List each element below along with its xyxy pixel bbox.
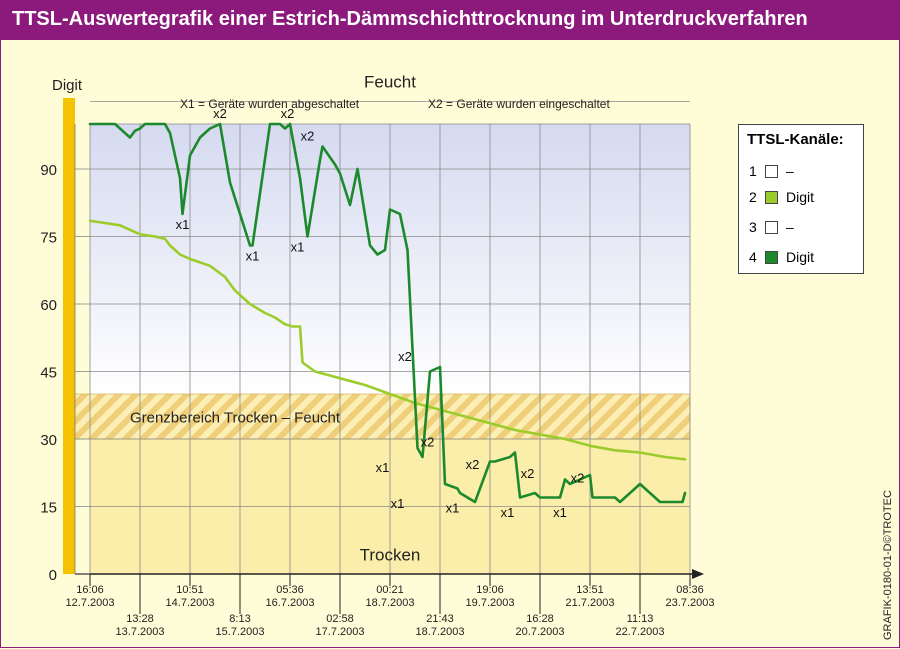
legend: TTSL-Kanäle: 1 – 2 Digit 3 – 4 Digit xyxy=(738,124,864,274)
x-tick-date: 18.7.2003 xyxy=(366,597,415,609)
note-x2: X2 = Geräte wurden eingeschaltet xyxy=(428,97,610,111)
x-tick-time: 8:13 xyxy=(229,613,250,625)
x-tick-time: 16:28 xyxy=(526,613,554,625)
x-tick-date: 21.7.2003 xyxy=(566,597,615,609)
x-tick-time: 16:06 xyxy=(76,584,104,596)
zone-label-border: Grenzbereich Trocken – Feucht xyxy=(130,410,341,427)
x-tick-date: 18.7.2003 xyxy=(416,626,465,638)
annotation-x1: x1 xyxy=(246,249,260,264)
border-zone xyxy=(73,393,691,440)
x-tick-date: 15.7.2003 xyxy=(216,626,265,638)
y-axis-label: Digit xyxy=(52,77,83,94)
legend-swatch xyxy=(765,250,778,264)
annotation-x1: x1 xyxy=(446,501,460,516)
y-tick-label: 75 xyxy=(40,230,57,247)
y-tick-label: 60 xyxy=(40,297,57,314)
legend-item-2: 2 Digit xyxy=(749,189,814,205)
chart-title: TTSL-Auswertegrafik einer Estrich-Dämmsc… xyxy=(12,8,808,30)
x-tick-date: 23.7.2003 xyxy=(666,597,715,609)
annotation-x1: x1 xyxy=(376,460,390,475)
x-tick-time: 08:36 xyxy=(676,584,704,596)
annotation-x2: x2 xyxy=(466,457,480,472)
zone-label-wet: Feucht xyxy=(364,72,416,91)
annotation-x2: x2 xyxy=(398,349,412,364)
legend-label: – xyxy=(786,163,794,179)
annotation-x2: x2 xyxy=(421,435,435,450)
x-tick-time: 13:28 xyxy=(126,613,154,625)
annotation-x2: x2 xyxy=(521,466,535,481)
legend-item-1: 1 – xyxy=(749,163,794,179)
x-tick-date: 14.7.2003 xyxy=(166,597,215,609)
annotation-x2: x2 xyxy=(213,106,227,121)
legend-swatch xyxy=(765,164,778,178)
y-tick-label: 90 xyxy=(40,162,57,179)
legend-swatch xyxy=(765,220,778,234)
legend-title: TTSL-Kanäle: xyxy=(747,131,844,148)
x-tick-date: 19.7.2003 xyxy=(466,597,515,609)
series-line-channel-4 xyxy=(88,122,687,504)
legend-label: Digit xyxy=(786,189,815,205)
x-tick-date: 20.7.2003 xyxy=(516,626,565,638)
x-tick-time: 02:58 xyxy=(326,613,354,625)
y-axis-bar xyxy=(63,98,75,574)
annotation-x1: x1 xyxy=(501,505,515,520)
x-axis-arrow xyxy=(692,569,704,579)
annotation-x1: x1 xyxy=(553,505,567,520)
x-tick-date: 13.7.2003 xyxy=(116,626,165,638)
annotation-x2: x2 xyxy=(281,106,295,121)
series-line-channel-2 xyxy=(88,219,687,461)
annotation-x2: x2 xyxy=(571,471,585,486)
title-banner: TTSL-Auswertegrafik einer Estrich-Dämmsc… xyxy=(0,0,900,40)
legend-num: 1 xyxy=(749,163,757,179)
x-tick-date: 16.7.2003 xyxy=(266,597,315,609)
x-tick-time: 13:51 xyxy=(576,584,604,596)
credit: GRAFIK-0180-01-D©TROTEC xyxy=(882,490,894,640)
annotation-x1: x1 xyxy=(176,217,190,232)
legend-item-4: 4 Digit xyxy=(749,249,814,265)
legend-item-3: 3 – xyxy=(749,219,794,235)
x-tick-date: 22.7.2003 xyxy=(616,626,665,638)
x-tick-date: 12.7.2003 xyxy=(66,597,115,609)
x-tick-time: 19:06 xyxy=(476,584,504,596)
legend-label: – xyxy=(786,219,794,235)
x-tick-time: 10:51 xyxy=(176,584,204,596)
y-tick-label: 0 xyxy=(49,567,57,584)
x-tick-time: 00:21 xyxy=(376,584,404,596)
x-tick-time: 05:36 xyxy=(276,584,304,596)
x-tick-date: 17.7.2003 xyxy=(316,626,365,638)
annotation-x1: x1 xyxy=(291,240,305,255)
legend-num: 3 xyxy=(749,219,757,235)
x-tick-time: 11:13 xyxy=(627,613,654,625)
legend-num: 4 xyxy=(749,249,757,265)
y-tick-label: 30 xyxy=(40,432,57,449)
y-tick-label: 45 xyxy=(40,365,57,382)
annotation-x2: x2 xyxy=(301,129,315,144)
annotation-x1: x1 xyxy=(391,496,405,511)
x-tick-time: 21:43 xyxy=(426,613,454,625)
legend-swatch xyxy=(765,190,778,204)
legend-num: 2 xyxy=(749,189,757,205)
zone-label-dry: Trocken xyxy=(360,546,421,565)
note-x1: X1 = Geräte wurden abgeschaltet xyxy=(180,97,360,111)
y-tick-label: 15 xyxy=(40,500,57,517)
legend-label: Digit xyxy=(786,249,815,265)
